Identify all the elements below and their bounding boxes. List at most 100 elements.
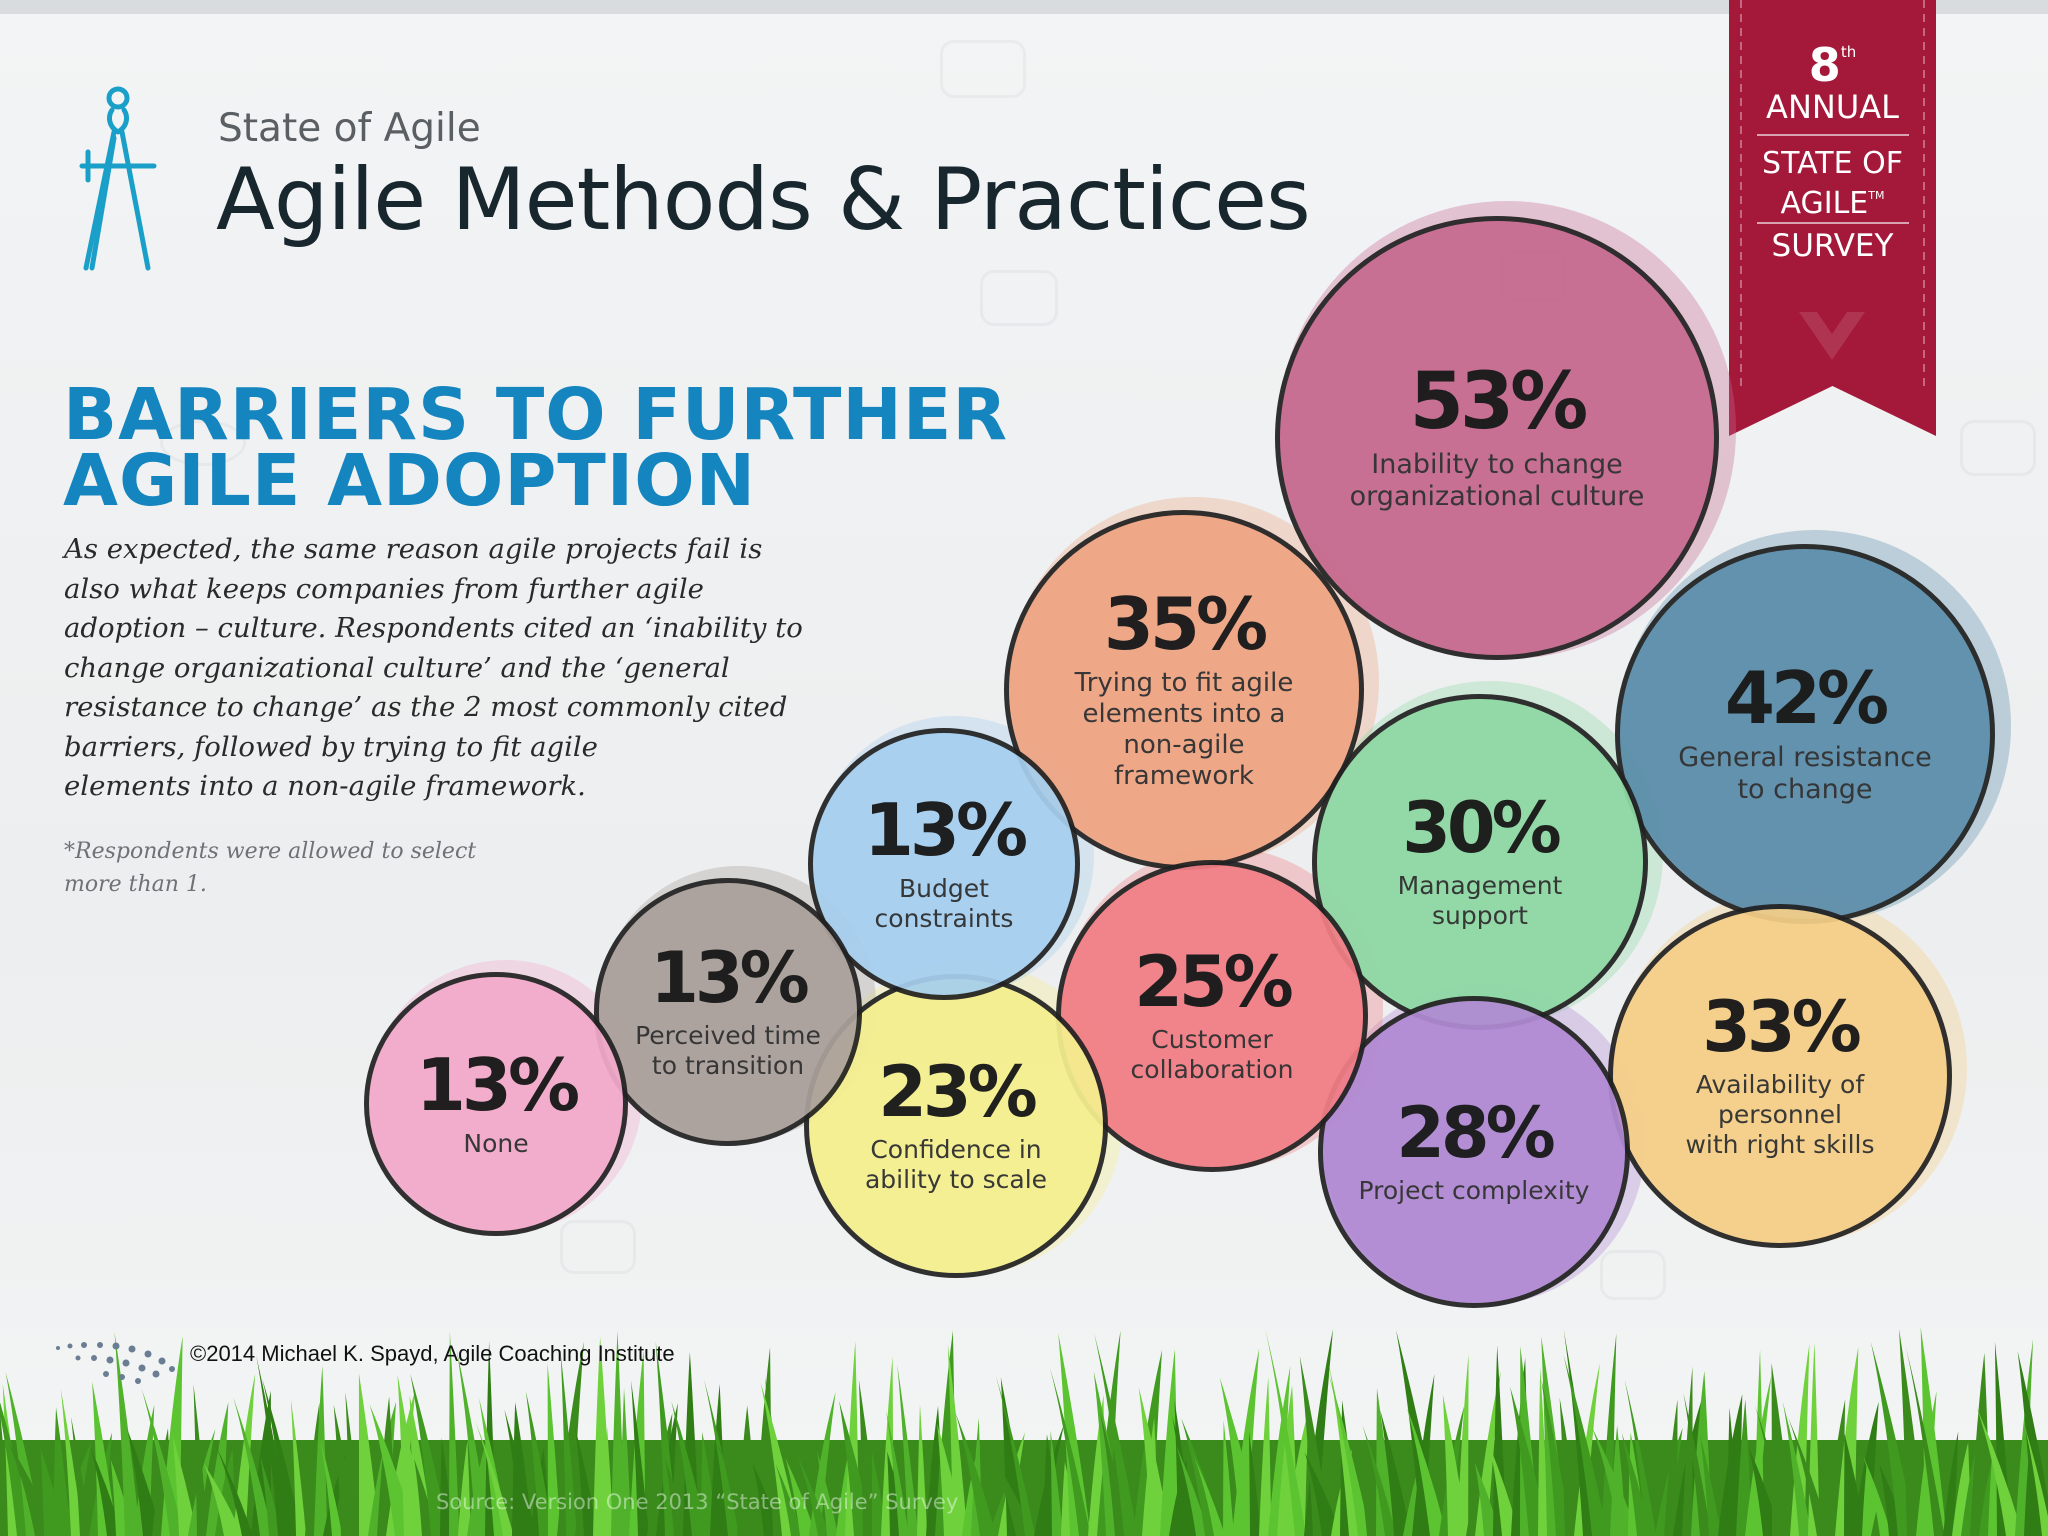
bubble-label: Management support xyxy=(1397,871,1563,930)
ribbon-state-of-agile: STATE OF AGILETM xyxy=(1762,146,1903,221)
body-line: adoption – culture. Respondents cited an… xyxy=(64,612,803,644)
grass-blade xyxy=(1870,1341,1917,1536)
source-text: Source: Version One 2013 “State of Agile… xyxy=(436,1490,959,1514)
grass-blade xyxy=(1248,1431,1261,1536)
grass-blade xyxy=(1591,1426,1639,1536)
ribbon-survey: SURVEY xyxy=(1771,228,1894,264)
grass-blade xyxy=(1563,1355,1608,1536)
grass-blade xyxy=(1920,1327,1947,1536)
grass-blade xyxy=(995,1374,1036,1536)
bubble-value: 23% xyxy=(878,1051,1038,1133)
grass-blade xyxy=(1863,1456,1892,1536)
grass-blade xyxy=(1380,1410,1412,1536)
bubble-6: 28% Project complexity xyxy=(1318,996,1630,1308)
grass-blade xyxy=(1259,1376,1272,1536)
grass-blade xyxy=(290,1399,307,1536)
grass-blade xyxy=(575,1427,598,1536)
grass-blade xyxy=(1160,1349,1179,1536)
grass-blade xyxy=(141,1388,184,1536)
grass-blade xyxy=(127,1429,162,1536)
bubble-label: Inability to change organizational cultu… xyxy=(1349,448,1645,512)
grass-blade xyxy=(525,1390,554,1536)
grass-blade xyxy=(775,1464,803,1536)
grass-blade xyxy=(1736,1399,1753,1536)
grass-blade xyxy=(71,1416,91,1536)
grass-blade xyxy=(456,1349,491,1536)
grass-blade xyxy=(1624,1379,1657,1536)
grass-blade xyxy=(92,1381,118,1536)
bubble-1: 53% Inability to change organizational cu… xyxy=(1275,216,1719,660)
grass-blade xyxy=(345,1392,362,1536)
section-heading: BARRIERS TO FURTHER AGILE ADOPTION xyxy=(63,373,1009,522)
bubble-2: 42% General resistance to change xyxy=(1615,544,1995,924)
grass-blade xyxy=(1406,1407,1447,1536)
section-body: As expected, the same reason agile proje… xyxy=(64,530,864,807)
grass-blade xyxy=(53,1407,72,1536)
grass-blade xyxy=(760,1382,801,1536)
grass-blade xyxy=(203,1462,243,1536)
top-strip xyxy=(0,0,2048,14)
grass-blade xyxy=(1050,1430,1064,1536)
bubble-value: 25% xyxy=(1134,941,1294,1023)
ribbon-divider xyxy=(1757,222,1909,224)
grass-blade xyxy=(214,1442,253,1536)
grass-blade xyxy=(816,1450,839,1536)
copyright-text: ©2014 Michael K. Spayd, Agile Coaching I… xyxy=(190,1341,675,1366)
grass-blade xyxy=(1899,1328,1926,1536)
grass-blade xyxy=(233,1396,274,1536)
grass-decoration xyxy=(0,1327,2048,1536)
bubble-10: 13% Perceived time to transition xyxy=(594,878,862,1146)
grass-blade xyxy=(671,1401,708,1536)
grass-blade xyxy=(560,1353,578,1536)
grass-blade xyxy=(1905,1347,1945,1536)
bubble-label: Availability of personnel with right ski… xyxy=(1685,1070,1875,1159)
grass-blade xyxy=(458,1440,471,1536)
bubble-value: 13% xyxy=(863,788,1028,872)
background-doodle xyxy=(160,420,246,466)
grass-blade xyxy=(193,1383,209,1536)
grass-blade xyxy=(114,1332,141,1536)
body-line: barriers, followed by trying to fit agil… xyxy=(64,730,598,763)
grass-blade xyxy=(2024,1424,2048,1536)
grass-blade xyxy=(256,1355,290,1536)
grass-blade xyxy=(1058,1333,1091,1536)
bubble-value: 30% xyxy=(1402,787,1562,869)
ribbon-ordinal: 8th xyxy=(1808,38,1857,92)
grass-blade xyxy=(1976,1407,2023,1536)
grass-blade xyxy=(1943,1431,1959,1536)
bubble-value: 13% xyxy=(415,1043,580,1127)
bubble-4: 33% Availability of personnel with right … xyxy=(1608,904,1952,1248)
grass-blade xyxy=(1286,1410,1309,1536)
bubble-label: Budget constraints xyxy=(874,874,1014,933)
grass-blade xyxy=(474,1419,514,1536)
body-line: elements into a non-agile framework. xyxy=(64,770,586,802)
grass-blade xyxy=(1727,1407,1740,1536)
header-subtitle: State of Agile xyxy=(218,106,481,151)
compass-logo-icon xyxy=(79,86,157,271)
bubble-value: 42% xyxy=(1724,655,1889,740)
background-doodle xyxy=(940,40,1026,98)
body-line: change organizational culture’ and the ‘… xyxy=(64,651,730,684)
bubble-value: 13% xyxy=(650,937,810,1019)
grass-blade xyxy=(2015,1339,2034,1536)
grass-blade xyxy=(716,1442,767,1536)
grass-blade xyxy=(1755,1405,1793,1536)
grass-blade xyxy=(1559,1397,1581,1536)
grass-blade xyxy=(1094,1333,1138,1536)
bubble-3: 35% Trying to fit agile elements into a n… xyxy=(1004,510,1364,870)
background-doodle xyxy=(1960,420,2036,476)
grass-blade xyxy=(1788,1417,1831,1536)
bubble-5: 30% Management support xyxy=(1312,694,1648,1030)
grass-blade xyxy=(1489,1446,1520,1536)
grass-blade xyxy=(1664,1399,1678,1536)
grass-blade xyxy=(1265,1328,1307,1536)
grass-blade xyxy=(665,1458,689,1536)
page-title: Agile Methods & Practices xyxy=(216,150,1311,250)
bubble-label: Project complexity xyxy=(1358,1176,1590,1205)
grass-blade xyxy=(449,1331,460,1536)
grass-blade xyxy=(785,1458,816,1536)
grass-blade xyxy=(557,1341,584,1536)
grass-blade xyxy=(1362,1424,1397,1536)
